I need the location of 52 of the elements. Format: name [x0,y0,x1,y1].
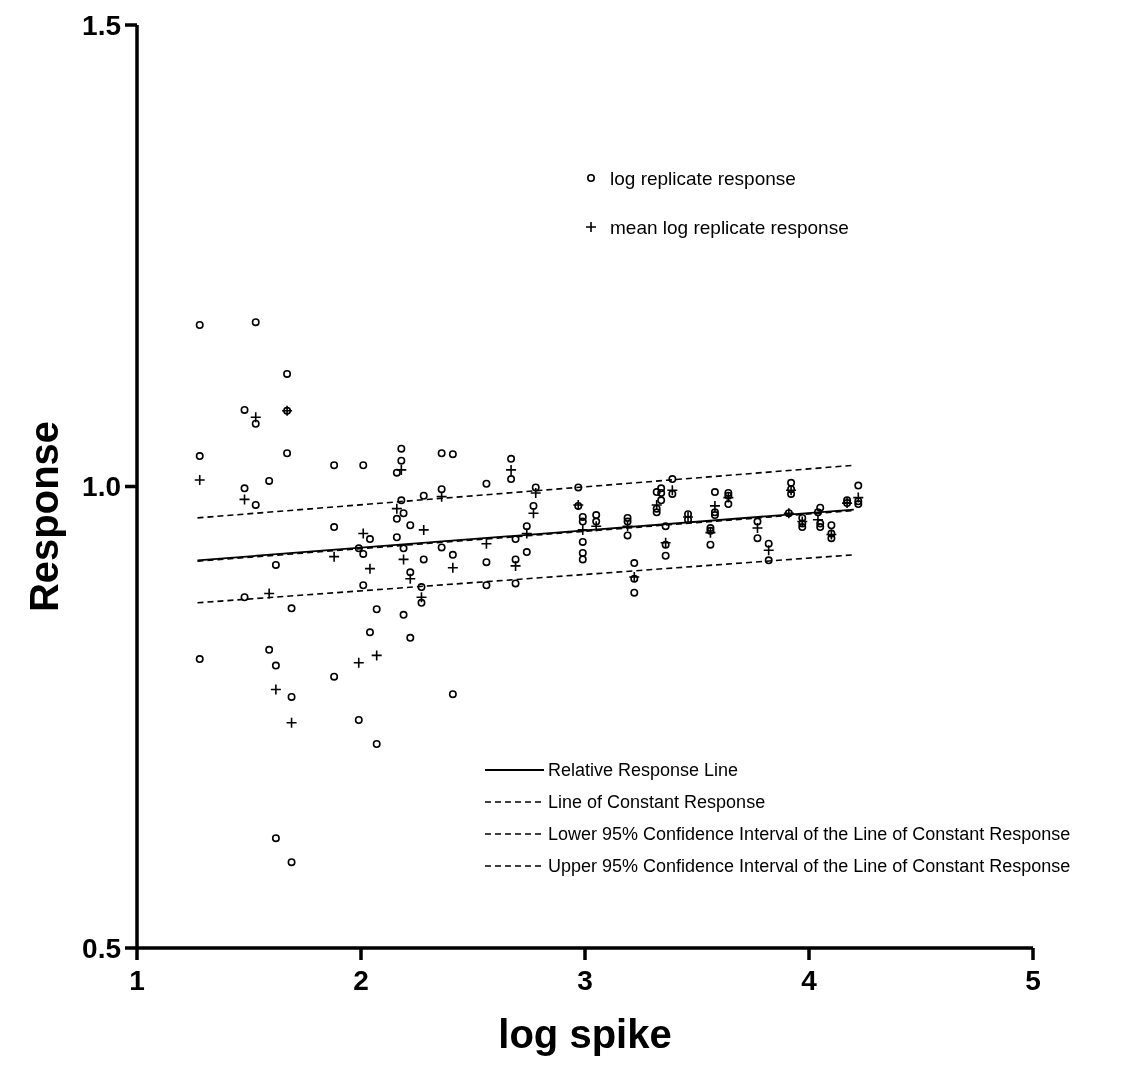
point [709,500,721,512]
point [263,587,275,600]
legend-label: Lower 95% Confidence Interval of the Line of Constant Response [548,824,1071,845]
point [628,571,641,583]
point [364,562,376,575]
point [520,527,533,540]
legend-label: Upper 95% Confidence Interval of the Line of Constant Response [548,856,1071,877]
y-tick-label: 1.5 [82,9,121,41]
point [395,464,408,476]
x-tick-label: 3 [577,965,593,996]
legend-label: Relative Response Line [548,760,739,781]
point [415,591,428,604]
point [666,484,679,496]
point [505,464,517,476]
point [285,716,298,729]
y-axis-title: Response [22,420,66,613]
x-tick-label: 4 [801,965,818,996]
point [509,560,522,572]
x-axis-title: log spike [498,1012,672,1056]
point [852,491,865,504]
point [397,553,410,566]
point [370,649,383,662]
x-tick-label: 5 [1025,965,1041,996]
point [529,487,542,499]
legend-label: log replicate response [610,167,796,189]
x-tick-label: 1 [129,965,145,996]
point [621,520,634,532]
point [590,520,602,532]
point [238,493,251,506]
point [270,683,282,696]
point [391,502,403,515]
point [435,490,448,503]
point [751,522,764,534]
y-tick-label: 1.0 [82,471,121,503]
point [480,537,493,550]
legend-label: mean log replicate response [610,216,849,238]
point [417,524,430,536]
y-tick-label: 0.5 [82,932,121,964]
point [762,544,775,556]
point [572,499,585,511]
point [352,656,365,669]
legend-label: Line of Constant Response [548,792,766,813]
point [404,573,417,585]
point [447,561,459,574]
x-tick-label: 2 [353,965,369,996]
point [527,507,540,520]
point [193,474,206,486]
point [249,411,262,424]
point [328,550,340,563]
point [825,528,838,541]
point [281,405,293,417]
point [357,527,370,540]
